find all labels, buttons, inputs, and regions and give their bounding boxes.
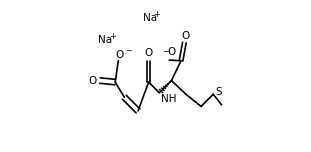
Text: O: O bbox=[89, 76, 97, 86]
Text: −: − bbox=[125, 46, 132, 55]
Text: +: + bbox=[154, 10, 160, 19]
Text: S: S bbox=[216, 87, 222, 97]
Text: O: O bbox=[181, 31, 189, 41]
Text: Na: Na bbox=[142, 13, 157, 23]
Text: NH: NH bbox=[161, 94, 176, 104]
Text: Na: Na bbox=[98, 35, 112, 45]
Text: −: − bbox=[162, 47, 169, 56]
Text: O: O bbox=[116, 50, 124, 60]
Text: O: O bbox=[168, 47, 176, 57]
Text: O: O bbox=[145, 48, 153, 58]
Text: +: + bbox=[109, 32, 115, 41]
